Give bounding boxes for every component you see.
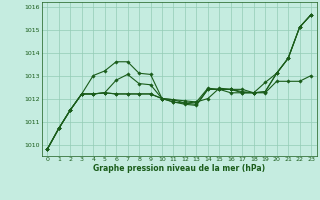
X-axis label: Graphe pression niveau de la mer (hPa): Graphe pression niveau de la mer (hPa) (93, 164, 265, 173)
